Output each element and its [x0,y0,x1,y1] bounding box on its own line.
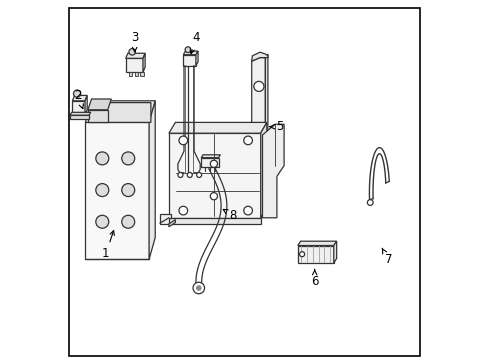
Polygon shape [70,112,91,115]
Polygon shape [88,110,107,122]
Polygon shape [70,115,89,119]
Text: 4: 4 [190,31,199,54]
Circle shape [178,172,183,177]
Polygon shape [262,124,284,218]
Polygon shape [149,101,155,259]
Polygon shape [175,171,204,178]
Text: 3: 3 [131,31,138,52]
Text: 7: 7 [381,248,391,266]
Polygon shape [168,133,260,218]
Polygon shape [297,246,333,263]
Polygon shape [201,158,218,167]
Text: 6: 6 [310,269,318,288]
Polygon shape [85,122,149,259]
Circle shape [210,160,217,167]
Circle shape [122,215,134,228]
Polygon shape [183,55,196,66]
Circle shape [193,282,204,294]
Polygon shape [333,241,336,263]
Circle shape [179,136,187,145]
Circle shape [244,136,252,145]
Circle shape [185,47,190,53]
Text: 5: 5 [269,120,283,133]
Polygon shape [85,95,87,115]
Polygon shape [134,72,138,76]
Polygon shape [160,214,170,224]
Polygon shape [265,54,267,209]
Polygon shape [201,155,220,158]
Circle shape [122,152,134,165]
Circle shape [196,286,201,290]
Circle shape [96,152,108,165]
Polygon shape [260,122,266,218]
Circle shape [366,200,372,206]
Text: 2: 2 [74,89,83,109]
Circle shape [96,184,108,197]
Circle shape [179,206,187,215]
Polygon shape [142,53,145,72]
Polygon shape [85,101,155,122]
Polygon shape [89,103,151,122]
Polygon shape [168,218,260,224]
Circle shape [244,206,252,215]
Circle shape [122,184,134,197]
Polygon shape [175,167,206,171]
Polygon shape [72,101,85,115]
Polygon shape [196,51,198,66]
Circle shape [299,252,304,257]
Polygon shape [168,220,175,227]
Circle shape [210,193,217,200]
Circle shape [187,172,192,177]
Circle shape [196,172,201,177]
Polygon shape [168,122,266,133]
Polygon shape [140,72,143,76]
Polygon shape [251,52,267,61]
Polygon shape [88,99,111,110]
Polygon shape [125,53,145,58]
Polygon shape [183,51,198,55]
Polygon shape [251,58,265,212]
Polygon shape [125,58,142,72]
Polygon shape [128,72,132,76]
Circle shape [253,81,264,91]
Text: 8: 8 [223,209,236,222]
Polygon shape [72,95,87,101]
Text: 1: 1 [102,231,114,260]
Circle shape [73,90,81,97]
Polygon shape [297,241,336,246]
Circle shape [96,215,108,228]
Circle shape [129,49,135,55]
